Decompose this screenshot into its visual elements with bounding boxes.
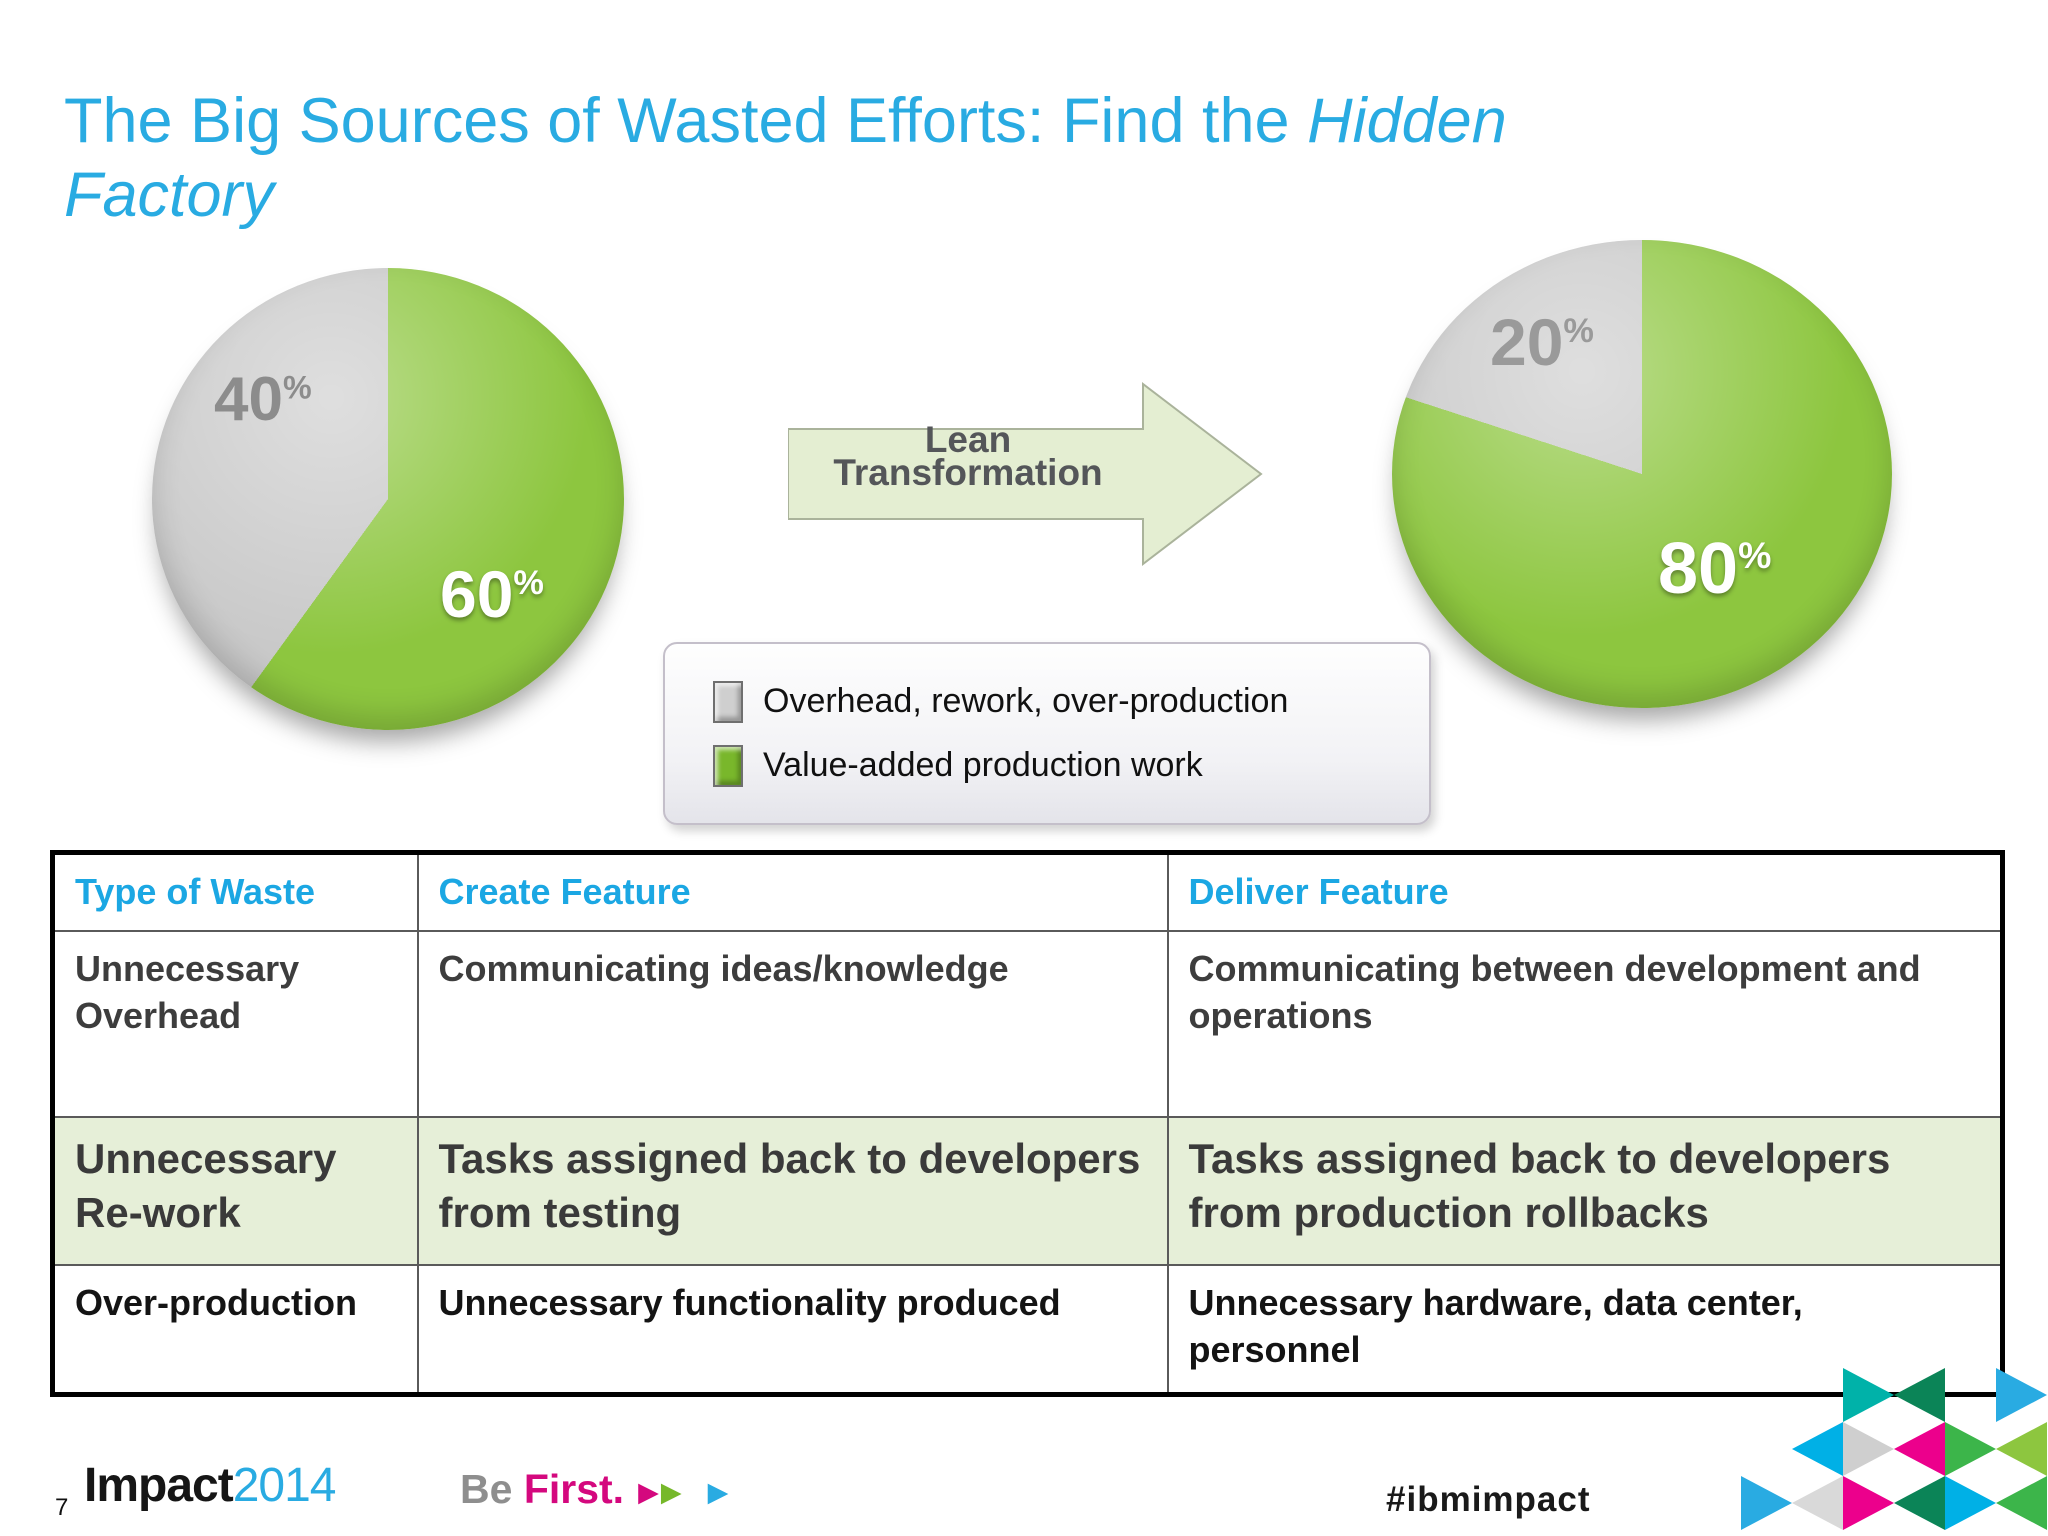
magenta-play-triangle-icon: ▶ (638, 1476, 659, 1507)
legend-box: Overhead, rework, over-production Value-… (663, 642, 1431, 825)
table-header-row: Type of Waste Create Feature Deliver Fea… (51, 851, 2004, 932)
page-title: The Big Sources of Wasted Efforts: Find … (64, 84, 1584, 233)
arrow-label-line2: Transformation (833, 451, 1103, 493)
triangle-mosaic-decoration (1741, 1368, 2047, 1530)
ibmimpact-hashtag: #ibmimpact (1386, 1480, 1591, 1519)
legend-item-value-added: Value-added production work (713, 744, 1429, 787)
arrow-label: Lean Transformation (788, 419, 1148, 493)
tagline-be-text: Be (460, 1466, 513, 1512)
title-line-2: Factory (64, 160, 275, 231)
pie-after-gray-label: 20% (1490, 305, 1594, 379)
cell-overproduction-type: Over-production (51, 1263, 419, 1396)
gray-swatch-icon (713, 680, 743, 723)
blue-play-triangle-icon: ▶ (707, 1476, 729, 1507)
table-row: Unnecessary Overhead Communicating ideas… (51, 929, 2004, 1118)
arrow-shape-icon (788, 381, 1263, 567)
logo-year-text: 2014 (232, 1459, 337, 1512)
tagline-first-text: First. (523, 1466, 625, 1512)
cell-overhead-create: Communicating ideas/knowledge (416, 929, 1169, 1118)
page-number: 7 (55, 1494, 69, 1521)
col-header-deliver-feature: Deliver Feature (1166, 851, 2004, 932)
lean-transformation-arrow: Lean Transformation (788, 372, 1263, 577)
pie-after-green-label: 80% (1658, 529, 1772, 609)
green-swatch-icon (713, 744, 743, 787)
legend-item-overhead: Overhead, rework, over-production (713, 680, 1429, 723)
cell-rework-type: Unnecessary Re-work (51, 1115, 419, 1266)
cell-overhead-deliver: Communicating between development and op… (1166, 929, 2004, 1118)
logo-impact-text: Impact (84, 1459, 234, 1512)
legend-label-overhead: Overhead, rework, over-production (763, 682, 1289, 720)
cell-overhead-type: Unnecessary Overhead (51, 929, 419, 1118)
pie-chart-before: 40% 60% (152, 268, 624, 730)
pie-before-green-label: 60% (440, 557, 544, 631)
be-first-tagline: Be First. ▶▶ ▶ (460, 1466, 728, 1513)
pie-chart-after: 20% 80% (1392, 240, 1892, 708)
legend-label-value-added: Value-added production work (763, 746, 1203, 784)
title-italic-part: Hidden (1307, 86, 1507, 156)
waste-table: Type of Waste Create Feature Deliver Fea… (50, 850, 2005, 1398)
table-row-highlighted: Unnecessary Re-work Tasks assigned back … (51, 1115, 2004, 1266)
impact-2014-logo: Impact2014 (84, 1458, 336, 1513)
title-line-1: The Big Sources of Wasted Efforts: Find … (64, 84, 1584, 158)
title-regular-part: The Big Sources of Wasted Efforts: Find … (64, 86, 1308, 156)
cell-rework-deliver: Tasks assigned back to developers from p… (1166, 1115, 2004, 1266)
cell-overproduction-deliver: Unnecessary hardware, data center, perso… (1166, 1263, 2004, 1396)
green-play-triangle-icon: ▶ (660, 1476, 682, 1507)
cell-rework-create: Tasks assigned back to developers from t… (416, 1115, 1169, 1266)
cell-overproduction-create: Unnecessary functionality produced (416, 1263, 1169, 1396)
col-header-type-of-waste: Type of Waste (51, 851, 419, 932)
col-header-create-feature: Create Feature (416, 851, 1169, 932)
arrow-label-line1: Lean (924, 419, 1012, 460)
table-row: Over-production Unnecessary functionalit… (51, 1263, 2004, 1396)
pie-before-gray-label: 40% (214, 365, 312, 434)
